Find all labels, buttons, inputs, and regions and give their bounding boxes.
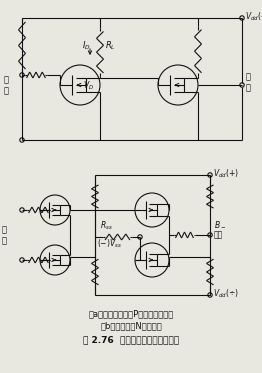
Text: $R_L$: $R_L$ [105, 40, 116, 52]
Text: （a）单端型电路（P沟道增强型时）: （a）单端型电路（P沟道增强型时） [88, 310, 174, 319]
Text: 输出: 输出 [214, 230, 223, 239]
Text: 输: 输 [246, 72, 251, 81]
Text: 出: 出 [246, 83, 251, 92]
Text: 输
入: 输 入 [3, 75, 8, 95]
Text: $B_-$: $B_-$ [214, 219, 226, 229]
Text: 图 2.76  直流耦合电路的基本形式: 图 2.76 直流耦合电路的基本形式 [83, 335, 179, 345]
Text: $V_{dd}$(+): $V_{dd}$(+) [213, 168, 239, 180]
Text: $V_D$: $V_D$ [83, 80, 94, 93]
Text: 输
入: 输 入 [2, 225, 7, 245]
Text: $V_{dd}$($\div$): $V_{dd}$($\div$) [213, 288, 239, 300]
Text: $I_D$: $I_D$ [82, 40, 91, 52]
Text: $R_{ss}$: $R_{ss}$ [100, 220, 113, 232]
Text: $(-)V_{ss}$: $(-)V_{ss}$ [97, 238, 122, 251]
Text: $V_{dd}$(—): $V_{dd}$(—) [245, 11, 262, 23]
Text: （b）差分型（N沟道时）: （b）差分型（N沟道时） [100, 322, 162, 330]
